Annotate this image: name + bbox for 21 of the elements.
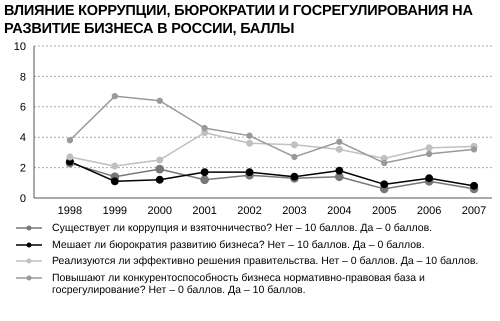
x-tick-label: 2005 bbox=[372, 204, 396, 217]
x-tick-label: 2006 bbox=[416, 204, 442, 217]
chart-title: ВЛИЯНИЕ КОРРУПЦИИ, БЮРОКРАТИИ И ГОСРЕГУЛИРОВАНИЯ НА РАЗВИТИЕ БИЗНЕСА В РОССИИ, БАЛЛЫ bbox=[3, 2, 474, 38]
legend-label: Повышают ли конкурентоспособность бизнеса нормативно-правовая база и госрегулирование? Нет – 0 баллов. Да – 10 баллов. bbox=[52, 272, 426, 296]
y-tick-label: 0 bbox=[20, 192, 26, 205]
legend-label: Реализуются ли эффективно решения правительства. Нет – 0 баллов. Да – 10 баллов. bbox=[52, 255, 478, 268]
x-tick-label: 2004 bbox=[327, 204, 352, 217]
y-tick-label: 6 bbox=[20, 102, 26, 114]
x-tick-label: 2007 bbox=[462, 204, 486, 217]
y-tick-label: 4 bbox=[20, 132, 26, 144]
x-tick-label: 2003 bbox=[282, 204, 307, 217]
x-tick-label: 1999 bbox=[102, 204, 128, 217]
y-tick-label: 10 bbox=[14, 40, 26, 53]
x-tick-label: 2001 bbox=[192, 204, 217, 217]
y-tick-label: 8 bbox=[20, 71, 26, 84]
y-tick-label: 2 bbox=[20, 162, 26, 175]
x-tick-label: 2000 bbox=[147, 204, 172, 217]
x-tick-label: 2002 bbox=[237, 204, 262, 217]
legend-label: Мешает ли бюрократия развитию бизнеса? Нет – 10 баллов. Да – 0 баллов. bbox=[52, 238, 425, 251]
legend-label: Существует ли коррупция и взяточничество? Нет – 10 баллов. Да – 0 баллов. bbox=[52, 222, 432, 234]
x-tick-label: 1998 bbox=[58, 204, 82, 217]
